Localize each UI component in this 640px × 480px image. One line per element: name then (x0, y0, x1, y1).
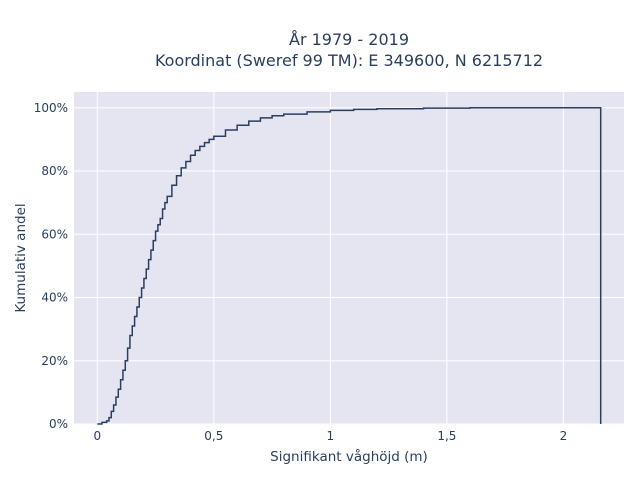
y-tick-label: 0% (49, 417, 68, 431)
y-axis-ticks: 0% 20% 40% 60% 80% 100% (34, 101, 68, 431)
x-axis-label: Signifikant våghöjd (m) (270, 448, 428, 465)
y-tick-label: 100% (34, 101, 68, 115)
x-tick-label: 2 (560, 429, 568, 443)
y-tick-label: 40% (41, 291, 68, 305)
x-tick-label: 1 (327, 429, 335, 443)
y-tick-label: 20% (41, 354, 68, 368)
y-tick-label: 80% (41, 164, 68, 178)
x-tick-label: 0,5 (204, 429, 223, 443)
x-tick-label: 0 (93, 429, 101, 443)
chart-title: År 1979 - 2019 (289, 30, 409, 49)
x-tick-label: 1,5 (437, 429, 456, 443)
cdf-step-line (97, 107, 602, 425)
plot-area (74, 92, 624, 424)
x-axis-ticks: 0 0,5 1 1,5 2 (93, 429, 567, 443)
y-axis-label: Kumulativ andel (13, 203, 29, 312)
y-tick-label: 60% (41, 227, 68, 241)
chart-subtitle: Koordinat (Sweref 99 TM): E 349600, N 62… (155, 51, 543, 70)
